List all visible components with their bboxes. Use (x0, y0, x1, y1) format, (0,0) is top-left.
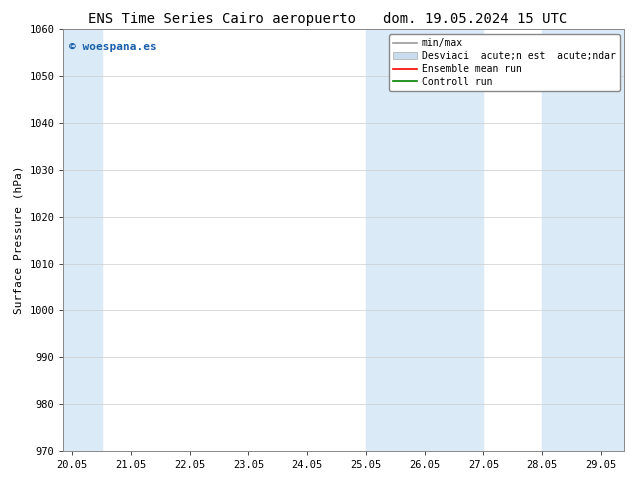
Legend: min/max, Desviaci  acute;n est  acute;ndar, Ensemble mean run, Controll run: min/max, Desviaci acute;n est acute;ndar… (389, 34, 619, 91)
Bar (366, 29, 484, 451)
Bar (542, 29, 624, 451)
Text: © woespana.es: © woespana.es (69, 42, 157, 52)
Bar (63, 29, 101, 451)
Y-axis label: Surface Pressure (hPa): Surface Pressure (hPa) (14, 166, 24, 315)
Text: ENS Time Series Cairo aeropuerto: ENS Time Series Cairo aeropuerto (88, 12, 356, 26)
Text: dom. 19.05.2024 15 UTC: dom. 19.05.2024 15 UTC (384, 12, 567, 26)
